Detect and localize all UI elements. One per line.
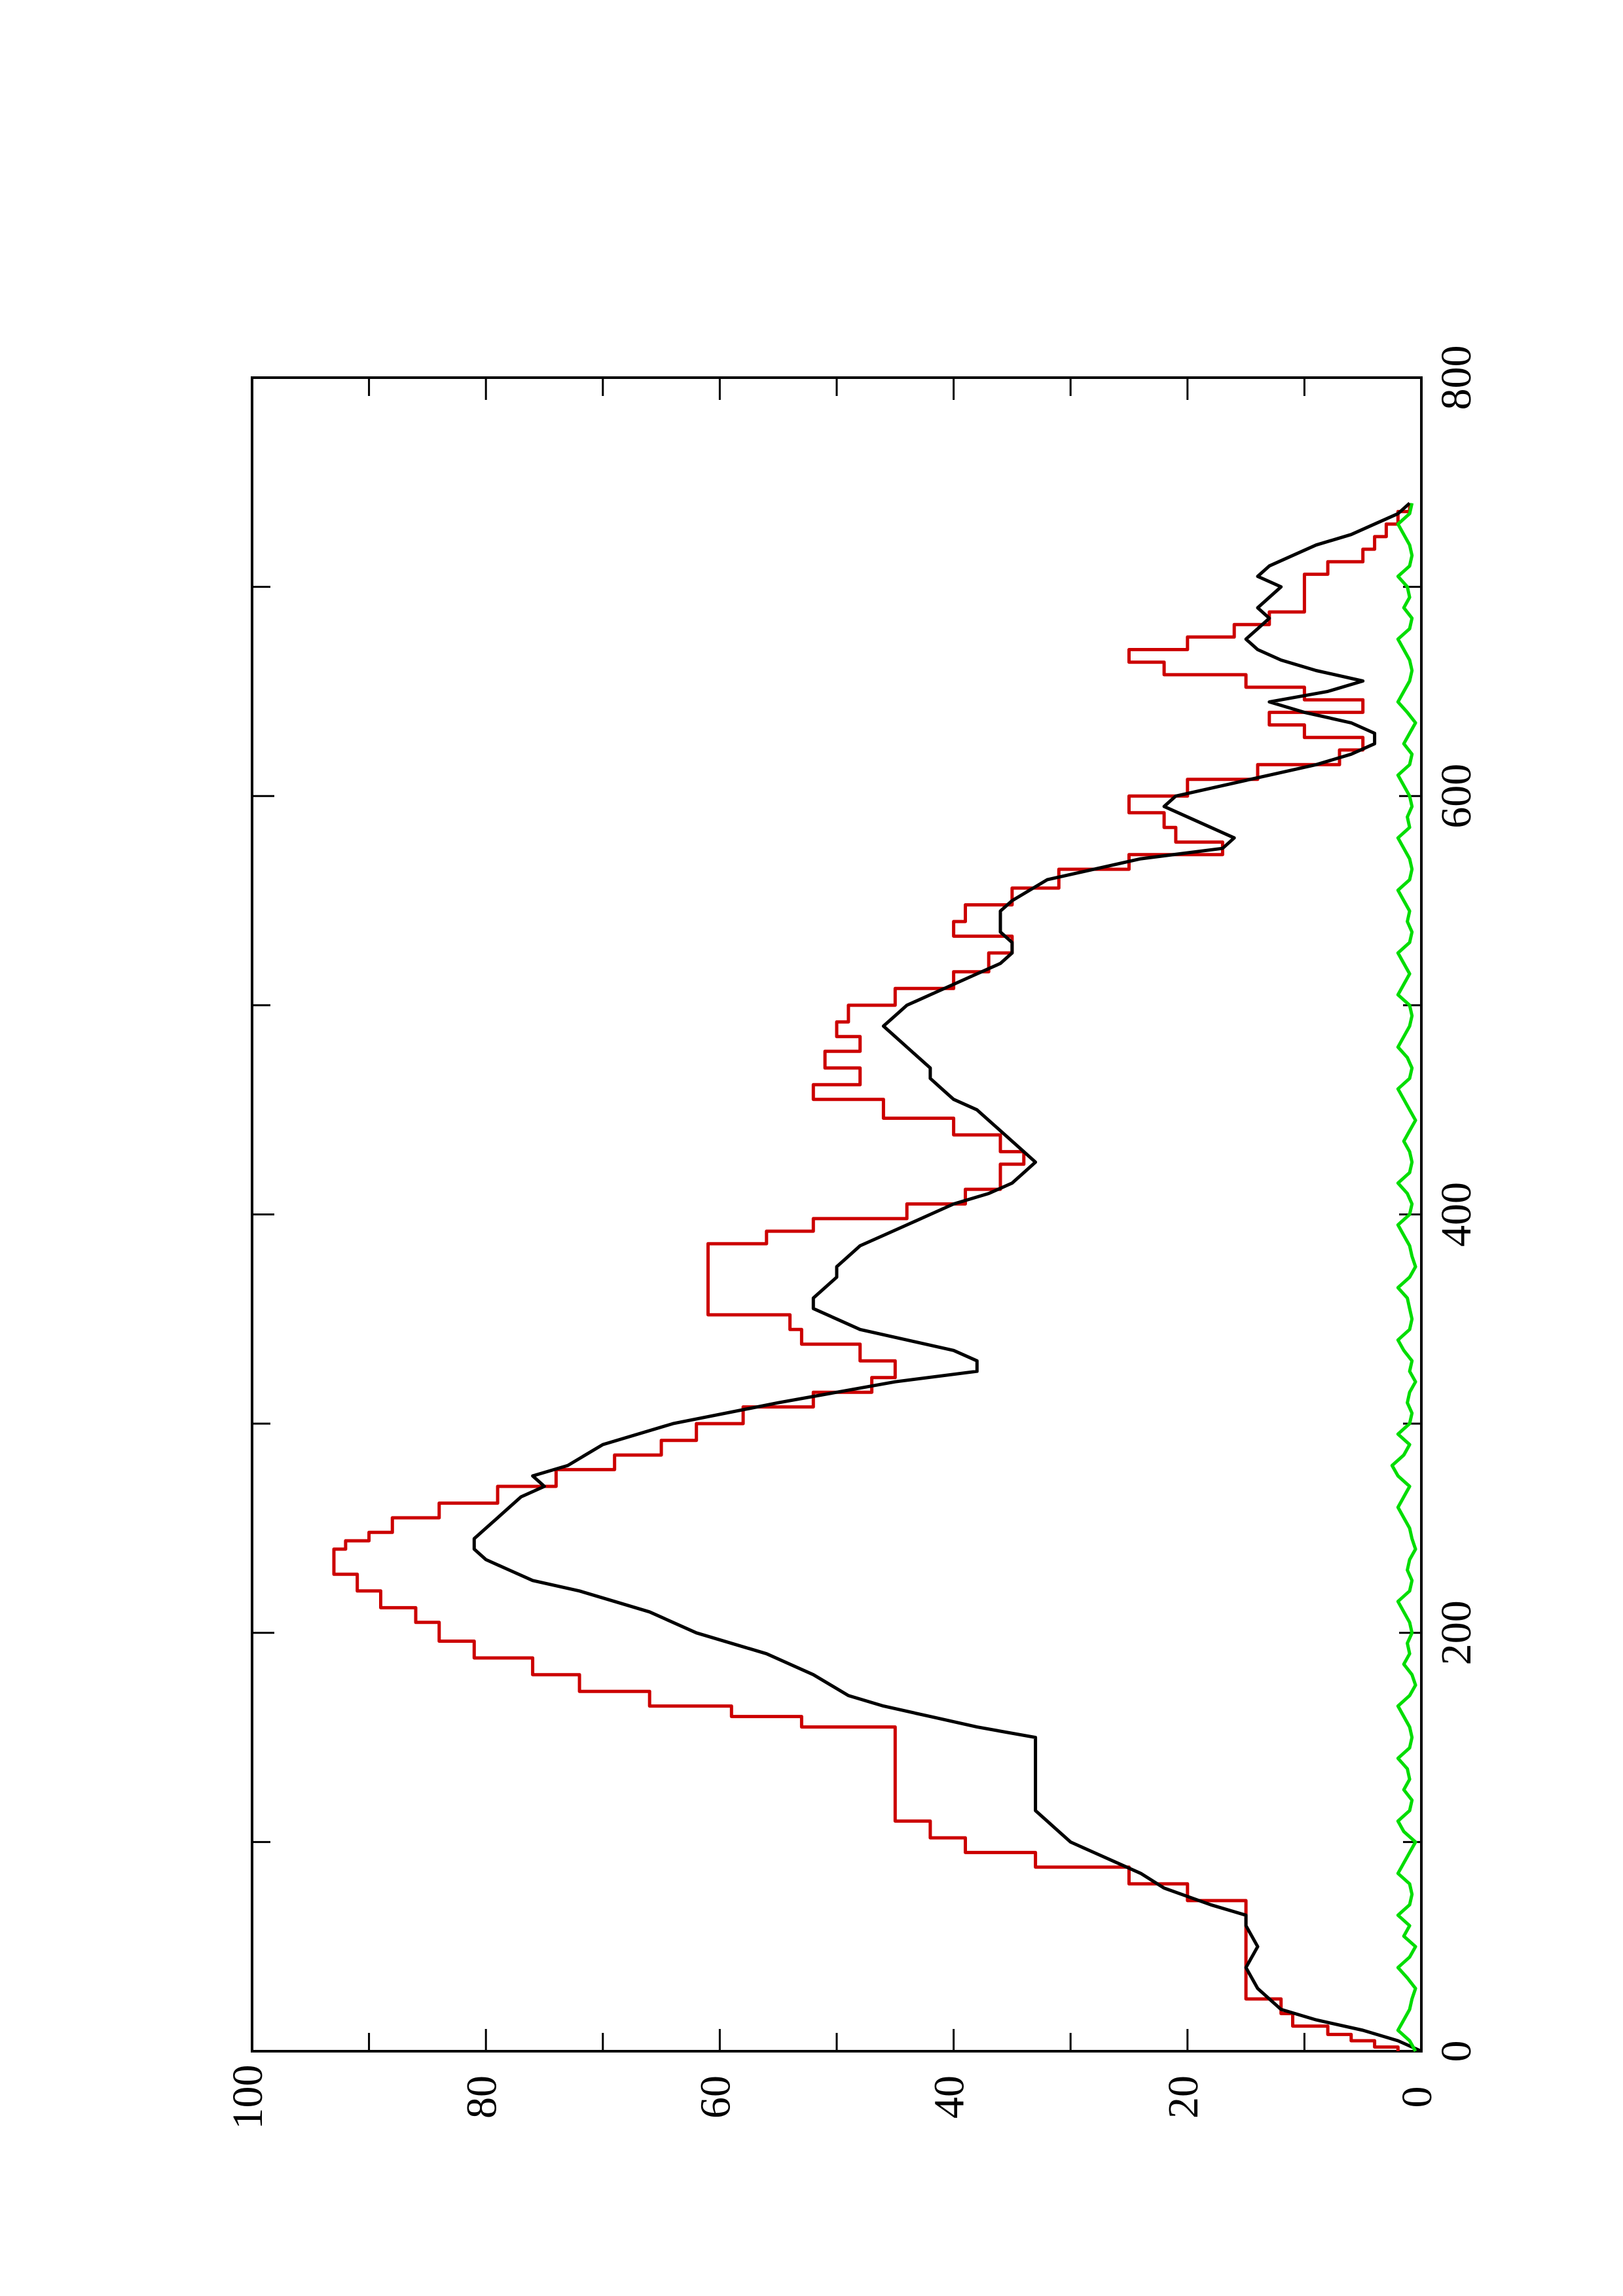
x-tick-label: 0 — [1432, 2041, 1480, 2062]
y-tick-label: 80 — [458, 2075, 505, 2119]
x-tick-label: 600 — [1432, 764, 1480, 829]
series-layer — [332, 501, 1423, 2053]
x-tick-label: 800 — [1432, 346, 1480, 410]
black-series — [472, 501, 1423, 2053]
red-step-series — [332, 503, 1412, 2051]
tick-labels: 0 200 400 600 800 0 20 40 60 80 100 — [224, 346, 1480, 2130]
y-tick-label: 0 — [1393, 2087, 1441, 2108]
y-tick-label: 20 — [1159, 2075, 1207, 2119]
y-tick-label: 40 — [926, 2075, 974, 2119]
y-tick-label: 60 — [692, 2075, 740, 2119]
y-tick-label: 100 — [224, 2065, 272, 2130]
plot-frame — [251, 376, 1423, 2053]
green-noise-series — [1390, 503, 1417, 2053]
axis-ticks — [251, 376, 1423, 2053]
x-tick-label: 400 — [1432, 1182, 1480, 1247]
x-tick-label: 200 — [1432, 1600, 1480, 1665]
